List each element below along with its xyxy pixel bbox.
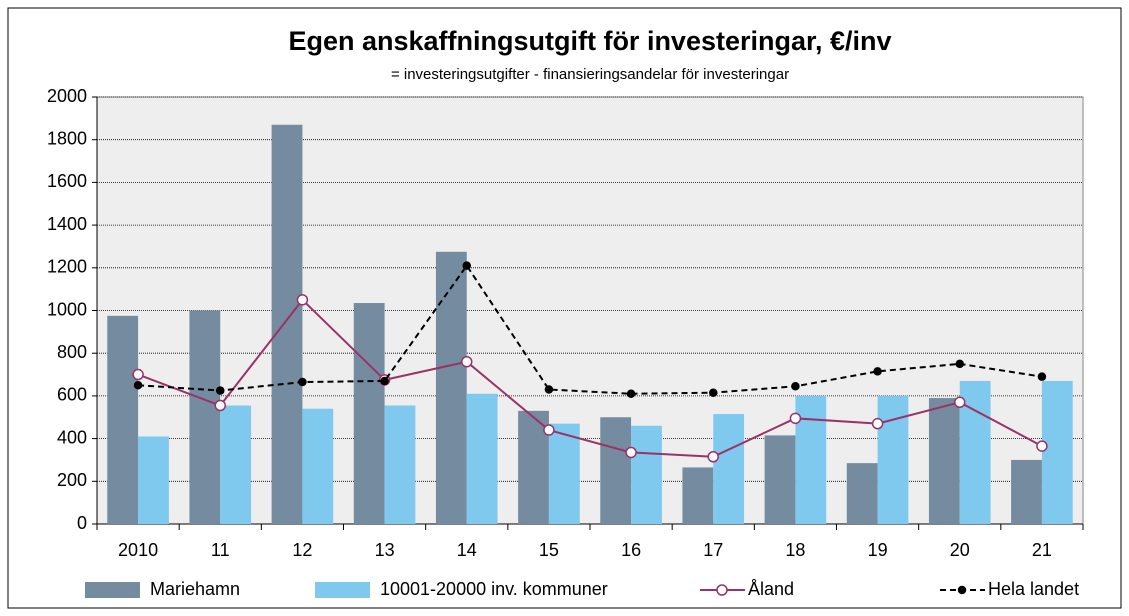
bar (631, 425, 662, 524)
y-tick-label: 2000 (47, 86, 87, 106)
y-tick-label: 200 (57, 470, 87, 490)
marker (871, 417, 884, 430)
marker (132, 368, 144, 381)
marker (1037, 372, 1047, 381)
x-tick-label: 17 (703, 540, 723, 560)
bar (271, 124, 303, 524)
marker (298, 377, 307, 387)
x-tick-label: 20 (950, 540, 970, 560)
bar (189, 310, 221, 524)
x-tick-label: 21 (1032, 540, 1052, 560)
y-tick-label: 1000 (47, 299, 87, 319)
marker (625, 446, 637, 459)
bar (302, 408, 334, 524)
line (137, 298, 1043, 458)
y-tick-label: 400 (57, 427, 87, 447)
bar (928, 398, 960, 524)
bar (466, 393, 498, 524)
x-tick-label: 2010 (118, 540, 158, 560)
x-tick-label: 19 (868, 540, 888, 560)
bar (138, 436, 169, 524)
chart-subtitle: = investeringsutgifter - finansieringsan… (391, 66, 789, 83)
marker (873, 367, 882, 376)
y-tick-label: 1400 (47, 214, 87, 234)
y-tick-label: 800 (57, 342, 87, 362)
bar (548, 423, 580, 524)
bar (877, 395, 909, 524)
marker (1036, 440, 1048, 452)
x-tick-label: 13 (375, 540, 395, 560)
marker (626, 389, 636, 399)
bar (220, 405, 252, 524)
x-tick-label: 11 (211, 540, 230, 560)
y-tick-label: 1800 (47, 128, 87, 148)
bar (107, 315, 139, 524)
legend-label: Åland (748, 579, 794, 599)
x-tick-label: 14 (457, 540, 477, 560)
x-tick-label: 18 (785, 540, 805, 560)
legend-marker (716, 584, 728, 596)
chart-title: Egen anskaffningsutgift för investeringa… (288, 26, 891, 56)
bar (713, 414, 745, 524)
bar (600, 417, 632, 524)
bar (353, 303, 385, 524)
marker (214, 399, 226, 412)
marker (543, 424, 555, 436)
marker (380, 376, 389, 386)
marker (296, 294, 309, 306)
marker (707, 450, 719, 463)
marker (789, 412, 802, 425)
marker (216, 386, 225, 395)
y-tick-label: 1200 (47, 257, 87, 277)
legend-label: 10001-20000 inv. kommuner (380, 579, 608, 599)
line (138, 263, 1043, 395)
x-tick-label: 12 (292, 540, 312, 560)
marker (462, 261, 471, 270)
marker (133, 380, 143, 390)
y-tick-label: 1600 (47, 171, 87, 191)
legend-swatch (85, 582, 140, 598)
marker (544, 385, 554, 394)
bar (384, 405, 416, 524)
legend-label: Mariehamn (150, 579, 240, 599)
marker (791, 382, 800, 391)
x-tick-label: 15 (539, 540, 559, 560)
x-tick-label: 16 (621, 540, 641, 560)
bar (846, 463, 878, 524)
bar (682, 467, 714, 524)
y-tick-label: 600 (57, 385, 87, 405)
marker (709, 388, 718, 397)
legend-label: Hela landet (988, 579, 1079, 599)
y-tick-label: 0 (77, 513, 87, 533)
marker (461, 355, 473, 368)
marker (955, 359, 964, 369)
bar (1011, 459, 1042, 524)
marker (954, 396, 966, 409)
legend-swatch (315, 582, 370, 598)
bar (1041, 380, 1073, 524)
bar (764, 435, 796, 524)
bar (435, 251, 467, 524)
legend-marker (957, 585, 967, 595)
